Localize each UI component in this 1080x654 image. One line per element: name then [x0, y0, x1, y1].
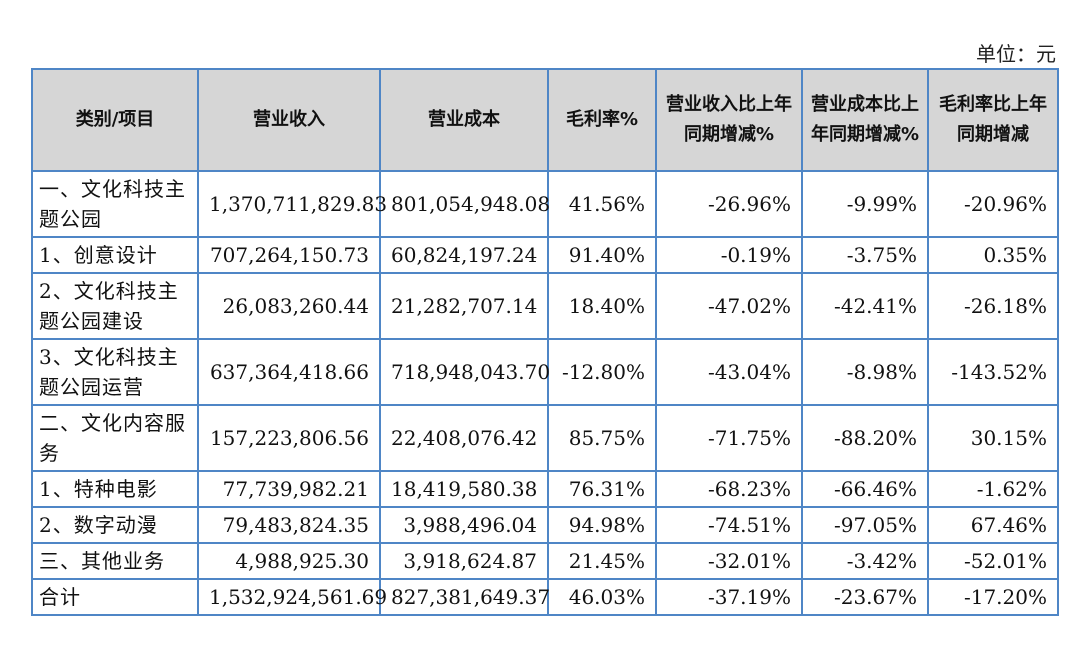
revenue-cell: 79,483,824.35 — [197, 506, 381, 544]
cost-cell: 22,408,076.42 — [379, 404, 549, 472]
unit-label: 单位：元 — [976, 42, 1056, 66]
row-label: 1、特种电影 — [31, 470, 199, 508]
revenue-cell: 1,532,924,561.69 — [197, 578, 387, 616]
table-row: 二、文化内容服务 157,223,806.56 22,408,076.42 85… — [31, 404, 1059, 472]
table-header-row: 类别/项目 营业收入 营业成本 毛利率% 营业收入比上年同期增减% 营业成本比上… — [31, 68, 1059, 172]
table-row: 一、文化科技主题公园 1,370,711,829.83 801,054,948.… — [31, 170, 1059, 238]
revenue-change-cell: -68.23% — [655, 470, 803, 508]
margin-cell: 91.40% — [547, 236, 657, 274]
revenue-cell: 26,083,260.44 — [197, 272, 381, 340]
revenue-cell: 1,370,711,829.83 — [197, 170, 387, 238]
cost-change-cell: -66.46% — [801, 470, 929, 508]
revenue-change-cell: -0.19% — [655, 236, 803, 274]
row-label: 一、文化科技主题公园 — [31, 170, 199, 238]
cost-change-cell: -97.05% — [801, 506, 929, 544]
margin-change-cell: -52.01% — [927, 542, 1059, 580]
margin-cell: 85.75% — [547, 404, 657, 472]
row-label: 2、文化科技主题公园建设 — [31, 272, 199, 340]
revenue-cell: 637,364,418.66 — [197, 338, 381, 406]
revenue-change-cell: -26.96% — [655, 170, 803, 238]
table-total-row: 合计 1,532,924,561.69 827,381,649.37 46.03… — [31, 578, 1059, 616]
revenue-cost-table: 类别/项目 营业收入 营业成本 毛利率% 营业收入比上年同期增减% 营业成本比上… — [31, 68, 1059, 616]
margin-change-cell: -1.62% — [927, 470, 1059, 508]
margin-cell: 18.40% — [547, 272, 657, 340]
revenue-cell: 4,988,925.30 — [197, 542, 381, 580]
revenue-cell: 77,739,982.21 — [197, 470, 381, 508]
cost-cell: 21,282,707.14 — [379, 272, 549, 340]
row-label: 二、文化内容服务 — [31, 404, 199, 472]
margin-cell: -12.80% — [547, 338, 657, 406]
header-margin-change: 毛利率比上年同期增减 — [927, 68, 1059, 172]
cost-change-cell: -3.75% — [801, 236, 929, 274]
cost-change-cell: -42.41% — [801, 272, 929, 340]
table-row: 1、创意设计 707,264,150.73 60,824,197.24 91.4… — [31, 236, 1059, 274]
header-category: 类别/项目 — [31, 68, 199, 172]
revenue-change-cell: -74.51% — [655, 506, 803, 544]
table-row: 2、数字动漫 79,483,824.35 3,988,496.04 94.98%… — [31, 506, 1059, 544]
cost-cell: 718,948,043.70 — [379, 338, 550, 406]
header-cost: 营业成本 — [379, 68, 549, 172]
margin-change-cell: 30.15% — [927, 404, 1059, 472]
revenue-change-cell: -32.01% — [655, 542, 803, 580]
margin-cell: 41.56% — [547, 170, 657, 238]
revenue-change-cell: -71.75% — [655, 404, 803, 472]
margin-change-cell: -17.20% — [927, 578, 1059, 616]
margin-cell: 46.03% — [547, 578, 657, 616]
cost-cell: 801,054,948.08 — [379, 170, 550, 238]
margin-cell: 94.98% — [547, 506, 657, 544]
cost-cell: 3,988,496.04 — [379, 506, 549, 544]
cost-cell: 827,381,649.37 — [379, 578, 550, 616]
header-gross-margin: 毛利率% — [547, 68, 657, 172]
cost-cell: 3,918,624.87 — [379, 542, 549, 580]
row-label: 三、其他业务 — [31, 542, 199, 580]
margin-cell: 76.31% — [547, 470, 657, 508]
header-revenue: 营业收入 — [197, 68, 381, 172]
header-cost-change: 营业成本比上年同期增减% — [801, 68, 929, 172]
margin-change-cell: -26.18% — [927, 272, 1059, 340]
revenue-cell: 157,223,806.56 — [197, 404, 381, 472]
row-label: 合计 — [31, 578, 199, 616]
table-row: 1、特种电影 77,739,982.21 18,419,580.38 76.31… — [31, 470, 1059, 508]
margin-cell: 21.45% — [547, 542, 657, 580]
table-row: 2、文化科技主题公园建设 26,083,260.44 21,282,707.14… — [31, 272, 1059, 340]
cost-change-cell: -8.98% — [801, 338, 929, 406]
row-label: 3、文化科技主题公园运营 — [31, 338, 199, 406]
cost-change-cell: -9.99% — [801, 170, 929, 238]
table-row: 3、文化科技主题公园运营 637,364,418.66 718,948,043.… — [31, 338, 1059, 406]
cost-cell: 60,824,197.24 — [379, 236, 549, 274]
margin-change-cell: -143.52% — [927, 338, 1059, 406]
revenue-cell: 707,264,150.73 — [197, 236, 381, 274]
cost-change-cell: -3.42% — [801, 542, 929, 580]
margin-change-cell: 67.46% — [927, 506, 1059, 544]
table-row: 三、其他业务 4,988,925.30 3,918,624.87 21.45% … — [31, 542, 1059, 580]
cost-change-cell: -88.20% — [801, 404, 929, 472]
margin-change-cell: -20.96% — [927, 170, 1059, 238]
header-revenue-change: 营业收入比上年同期增减% — [655, 68, 803, 172]
margin-change-cell: 0.35% — [927, 236, 1059, 274]
cost-change-cell: -23.67% — [801, 578, 929, 616]
row-label: 1、创意设计 — [31, 236, 199, 274]
row-label: 2、数字动漫 — [31, 506, 199, 544]
cost-cell: 18,419,580.38 — [379, 470, 549, 508]
revenue-change-cell: -43.04% — [655, 338, 803, 406]
revenue-change-cell: -37.19% — [655, 578, 803, 616]
revenue-change-cell: -47.02% — [655, 272, 803, 340]
